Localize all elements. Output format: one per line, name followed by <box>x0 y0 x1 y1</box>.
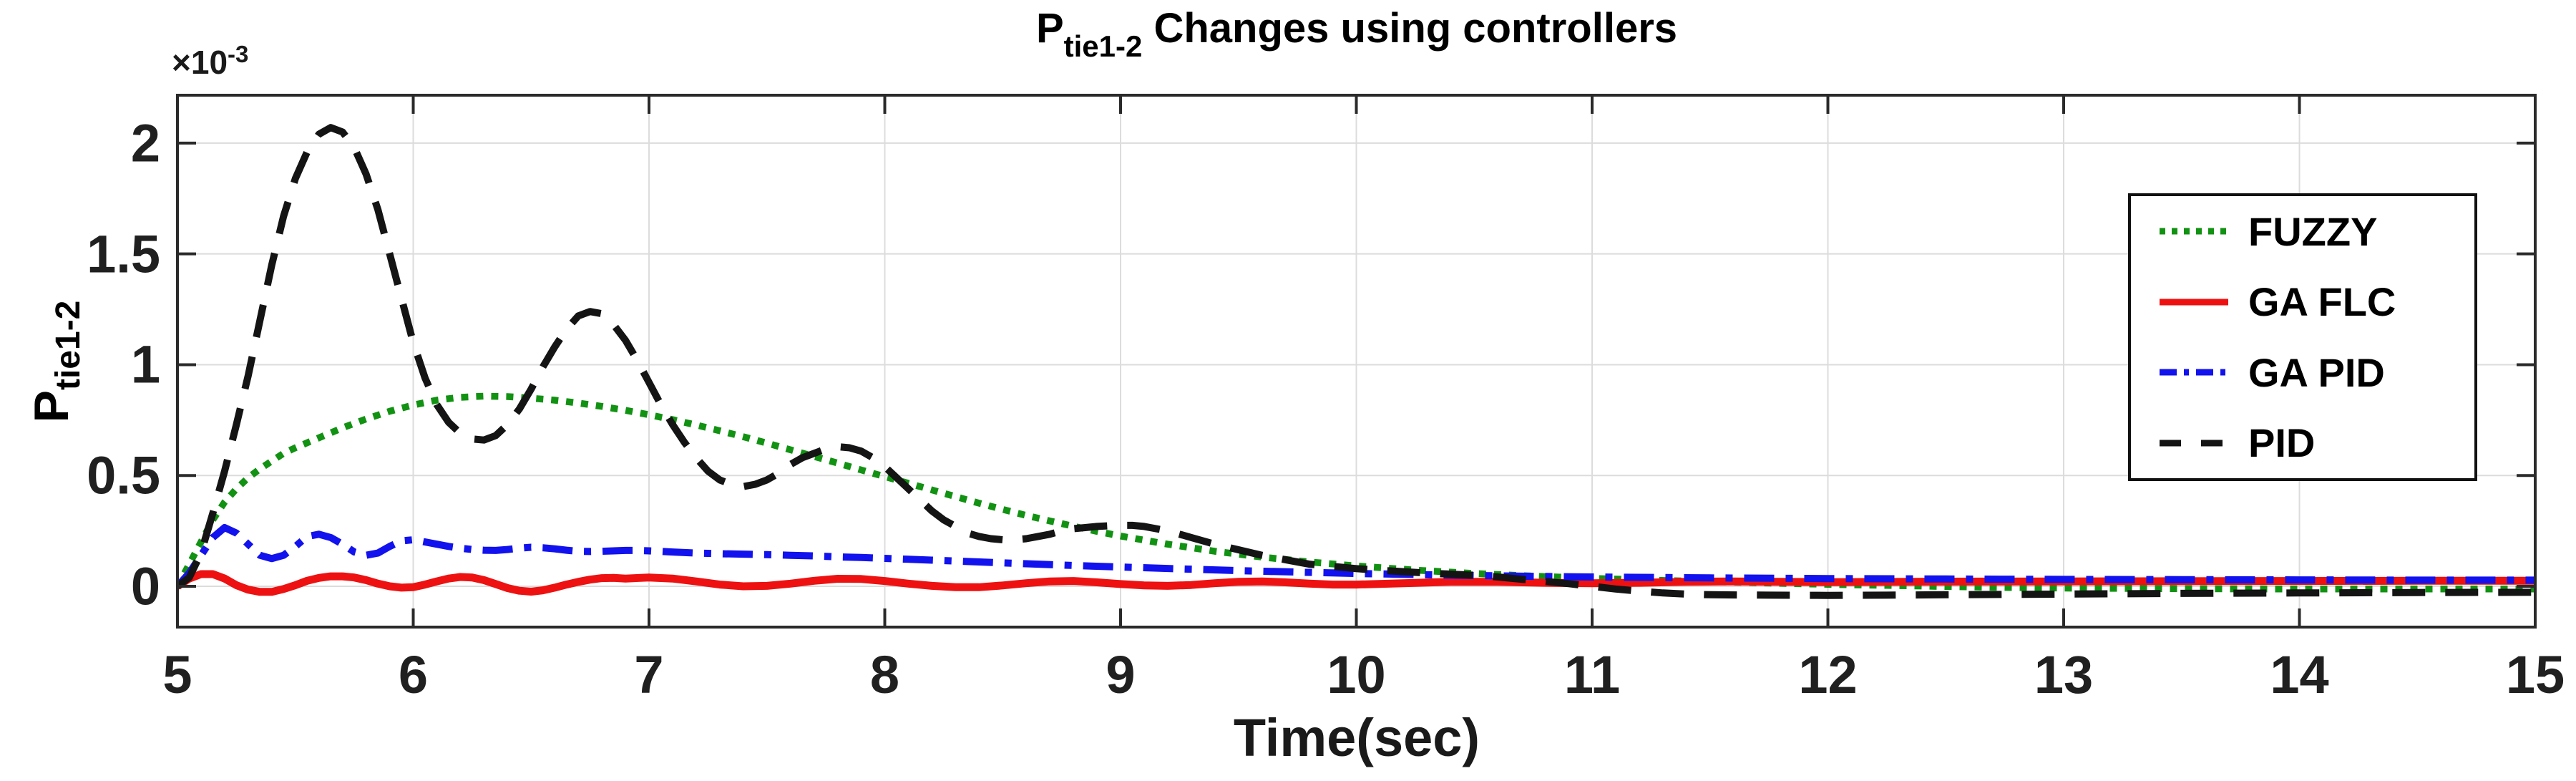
x-tick-label: 5 <box>162 645 192 704</box>
y-tick-label: 1 <box>130 334 160 394</box>
y-tick-label: 1.5 <box>87 224 160 284</box>
series-ga-pid <box>177 524 2535 589</box>
curves <box>177 124 2535 599</box>
x-tick-label: 15 <box>2505 645 2565 704</box>
x-tick-label: 6 <box>398 645 429 704</box>
chart-title-rest: Changes using controllers <box>1142 5 1678 52</box>
x-axis-label: Time(sec) <box>1233 708 1480 767</box>
legend-label: GA PID <box>2248 349 2385 395</box>
legend-item-ga-flc: GA FLC <box>2131 278 2474 325</box>
x-tick-label: 10 <box>1327 645 1386 704</box>
x-tick-label: 11 <box>1563 645 1621 704</box>
x-tick-label: 13 <box>2034 645 2094 704</box>
y-tick-label: 2 <box>130 113 160 173</box>
x-tick-label: 12 <box>1798 645 1858 704</box>
y-tick-label: 0.5 <box>87 445 160 505</box>
legend-line-swatch <box>2160 440 2228 447</box>
legend-line-swatch <box>2160 369 2228 376</box>
legend-line-swatch <box>2160 228 2228 235</box>
legend-label: GA FLC <box>2248 279 2396 325</box>
legend-line-swatch <box>2160 299 2228 306</box>
y-axis-multiplier: ×10-3 <box>172 41 249 82</box>
legend-label: FUZZY <box>2248 208 2378 254</box>
axes-border <box>176 94 2537 629</box>
x-tick-label: 14 <box>2270 645 2329 704</box>
y-axis-multiplier-exponent: -3 <box>228 41 249 67</box>
legend: FUZZY GA FLC GA PID PID <box>2128 193 2477 481</box>
x-tick-label: 7 <box>634 645 664 704</box>
x-tick-label: 9 <box>1106 645 1136 704</box>
series-ga-flc <box>177 570 2535 596</box>
chart-title-subscript: tie1-2 <box>1063 29 1143 63</box>
legend-label: PID <box>2248 420 2316 466</box>
series-pid <box>177 124 2535 599</box>
y-axis-multiplier-base: ×10 <box>172 44 228 81</box>
legend-item-ga-pid: GA PID <box>2131 349 2474 396</box>
x-tick-label: 8 <box>869 645 900 704</box>
y-tick-label: 0 <box>130 556 160 616</box>
legend-item-pid: PID <box>2131 419 2474 466</box>
legend-item-fuzzy: FUZZY <box>2131 208 2474 255</box>
chart-title-main: P <box>1035 5 1064 52</box>
